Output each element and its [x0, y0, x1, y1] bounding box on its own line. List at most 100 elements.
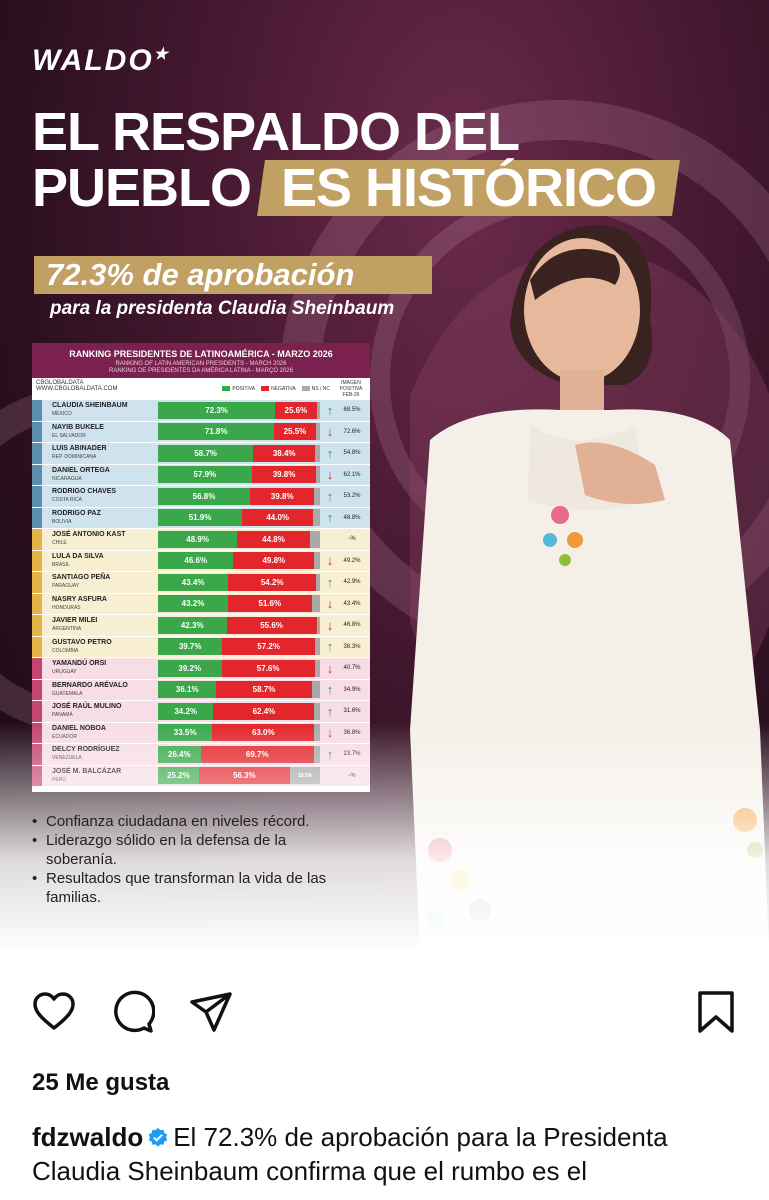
ns-bar: [314, 487, 320, 505]
positive-label: 33.5%: [173, 728, 197, 738]
negative-bar: 62.4%: [213, 702, 315, 720]
previous-approval: -%: [348, 772, 356, 779]
negative-bar: 54.2%: [228, 573, 317, 591]
comment-icon[interactable]: [111, 990, 155, 1034]
previous-approval: 53.2%: [343, 493, 361, 500]
approval-bar: 56.8% 39.8%: [158, 487, 320, 505]
positive-label: 48.9%: [186, 534, 209, 544]
table-row: DANIEL NOBOA ECUADOR 33.5% 63.0% ↓ 36.8%: [32, 722, 370, 744]
trend-down-icon: ↓: [326, 660, 334, 676]
negative-label: 56.3%: [233, 771, 256, 781]
logo-text: WALDO: [32, 44, 154, 77]
table-row: DELCY RODRÍGUEZ VENEZUELA 26.4% 69.7% ↑ 23.7%: [32, 744, 370, 766]
previous-approval: -%: [348, 536, 356, 543]
positive-label: 72.3%: [205, 405, 228, 415]
table-row: RODRIGO PAZ BOLIVIA 51.9% 44.0% ↑ 48.8%: [32, 507, 370, 529]
negative-bar: 25.6%: [275, 401, 317, 419]
president-country: BOLIVIA: [52, 518, 72, 525]
approval-bar: 72.3% 25.6%: [158, 401, 320, 419]
negative-bar: 58.7%: [216, 681, 312, 699]
previous-approval: 38.3%: [343, 643, 361, 650]
approval-bar: 71.8% 25.5%: [158, 423, 320, 441]
approval-bar: 58.7% 38.4%: [158, 444, 320, 462]
approval-subtitle: para la presidenta Claudia Sheinbaum: [50, 298, 395, 319]
previous-approval: 43.4%: [343, 600, 361, 607]
approval-bar: 26.4% 69.7%: [158, 745, 320, 763]
headline-highlight: ES HISTÓRICO: [257, 158, 681, 218]
table-row: RODRIGO CHAVES COSTA RICA 56.8% 39.8% ↑ 53.2%: [32, 486, 370, 508]
legend-negative: NEGATIVA: [271, 386, 296, 392]
trend-up-icon: ↑: [326, 574, 334, 590]
trend-up-icon: ↑: [326, 682, 334, 698]
president-country: BRASIL: [52, 561, 70, 568]
ns-bar: [311, 595, 320, 613]
previous-approval: 31.6%: [343, 708, 361, 715]
president-name: JOSÉ ANTONIO KAST: [52, 531, 126, 539]
negative-bar: 25.5%: [274, 423, 316, 441]
positive-bar: 71.8%: [158, 423, 275, 441]
positive-label: 43.2%: [181, 599, 205, 609]
logo-star: ★: [153, 46, 170, 63]
negative-label: 44.8%: [262, 534, 285, 544]
president-country: PANAMÁ: [52, 712, 73, 719]
president-name: NAYIB BUKELE: [52, 423, 104, 431]
table-subtitle-pt: RANKING DE PRESIDENTES DA AMÉRICA LATINA…: [109, 368, 293, 374]
approval-bar: 39.2% 57.6%: [158, 659, 320, 677]
positive-label: 51.9%: [188, 513, 212, 523]
positive-bar: 43.2%: [158, 595, 228, 613]
trend-up-icon: ↑: [326, 488, 334, 504]
president-name: SANTIAGO PEÑA: [52, 574, 111, 582]
bullet-item: Liderazgo sólido en la defensa de la sob…: [30, 831, 360, 869]
positive-label: 36.1%: [175, 685, 199, 695]
table-legend: POSITIVA NEGATIVA NS / NC IMAGEN POSITIV…: [222, 380, 366, 398]
ns-bar: [314, 638, 320, 656]
positive-bar: 25.2%: [158, 767, 199, 785]
president-country: REP. DOMINICANA: [52, 454, 97, 461]
waldo-logo: WALDO★: [32, 44, 170, 78]
heart-icon[interactable]: [32, 990, 76, 1034]
positive-bar: 58.7%: [158, 444, 254, 462]
legend-positive: POSITIVA: [232, 386, 256, 392]
president-name: GUSTAVO PETRO: [52, 638, 112, 646]
ns-bar: [314, 552, 320, 570]
approval-bar: 25.2% 56.3% 18.5%: [158, 767, 320, 785]
negative-bar: 57.2%: [222, 638, 315, 656]
ns-label: 18.5%: [297, 772, 313, 779]
positive-bar: 39.7%: [158, 638, 223, 656]
table-row: JOSÉ RAÚL MULINO PANAMÁ 34.2% 62.4% ↑ 31.6%: [32, 701, 370, 723]
president-name: LUIS ABINADER: [52, 445, 107, 453]
headline: EL RESPALDO DEL PUEBLO ES HISTÓRICO: [32, 104, 681, 218]
president-name: JOSÉ M. BALCÁZAR: [52, 767, 122, 775]
share-icon[interactable]: [189, 990, 233, 1034]
bookmark-icon[interactable]: [694, 990, 738, 1034]
president-name: YAMANDÚ ORSI: [52, 660, 107, 668]
table-row: LULA DA SILVA BRASIL 46.6% 49.8% ↓ 49.2%: [32, 550, 370, 572]
trend-up-icon: ↑: [326, 445, 334, 461]
president-country: PARAGUAY: [52, 583, 80, 590]
president-name: RODRIGO PAZ: [52, 509, 101, 517]
president-country: GUATEMALA: [52, 690, 83, 697]
president-name: CLAUDIA SHEINBAUM: [52, 402, 128, 410]
caption-text: El 72.3% de aprobación para la President…: [32, 1122, 668, 1186]
post-image[interactable]: WALDO★ EL RESPALDO DEL PUEBLO ES HISTÓRI…: [0, 0, 769, 952]
president-country: COLOMBIA: [52, 647, 79, 654]
negative-label: 58.7%: [252, 685, 276, 695]
positive-bar: 39.2%: [158, 659, 222, 677]
table-row: NAYIB BUKELE EL SALVADOR 71.8% 25.5% ↓ 72.6%: [32, 421, 370, 443]
previous-approval: 62.1%: [343, 471, 361, 478]
president-name: DANIEL ORTEGA: [52, 466, 110, 474]
positive-label: 58.7%: [194, 448, 217, 458]
previous-approval: 34.9%: [343, 686, 361, 693]
bullet-item: Resultados que transforman la vida de la…: [30, 869, 360, 907]
approval-bar: 46.6% 49.8%: [158, 552, 320, 570]
negative-label: 55.6%: [260, 620, 283, 630]
president-country: ARGENTINA: [52, 626, 82, 633]
table-rows: CLAUDIA SHEINBAUM MÉXICO 72.3% 25.6% ↑ 68.5% N…: [32, 400, 370, 787]
trend-up-icon: ↑: [326, 510, 334, 526]
like-count[interactable]: 25 Me gusta: [32, 1069, 170, 1096]
previous-approval: 36.8%: [343, 729, 361, 736]
table-row: BERNARDO ARÉVALO GUATEMALA 36.1% 58.7% ↑ 34.9…: [32, 679, 370, 701]
positive-label: 34.2%: [174, 706, 198, 716]
caption-username[interactable]: fdzwaldo: [32, 1122, 144, 1152]
previous-approval: 23.7%: [343, 751, 361, 758]
